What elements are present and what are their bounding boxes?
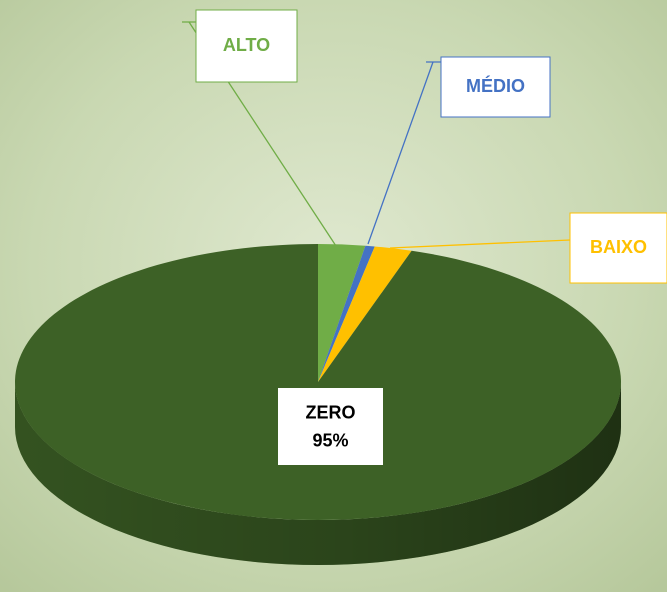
data-label: ZERO xyxy=(305,402,355,422)
pie-slice xyxy=(15,244,622,521)
label-box xyxy=(195,9,298,83)
label-box xyxy=(569,212,667,284)
pie-slice xyxy=(318,245,375,382)
pie-slice xyxy=(318,244,366,382)
leader-line xyxy=(389,239,571,249)
leader-line xyxy=(367,61,441,245)
data-label: BAIXO xyxy=(590,237,647,257)
pie-side-shade xyxy=(15,382,621,565)
data-label: 95% xyxy=(312,430,348,450)
data-label: MÉDIO xyxy=(466,75,525,96)
data-label: ALTO xyxy=(223,35,270,55)
label-box xyxy=(440,56,551,118)
label-box xyxy=(278,388,383,465)
pie-slice xyxy=(318,246,412,382)
